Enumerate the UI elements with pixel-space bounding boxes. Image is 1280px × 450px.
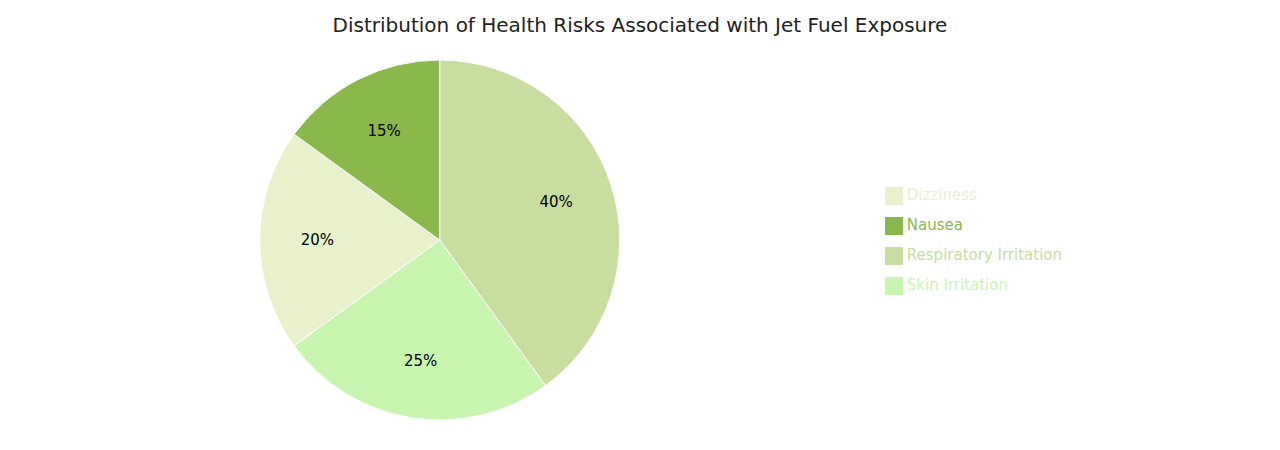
html-text:Respiratory Irritation: Respiratory Irritation [906,246,1062,264]
svg-text:25%: 25% [404,352,437,370]
html-text:Distribution of Health Risks A: Distribution of Health Risks Associated … [332,13,948,37]
html-text:Dizziness: Dizziness [906,186,977,204]
svg-text:40%: 40% [539,193,572,211]
svg-text:15%: 15% [367,122,400,140]
html-text:Skin Irritation: Skin Irritation [906,276,1008,294]
svg-text:20%: 20% [301,231,334,249]
html-text:Nausea: Nausea [906,216,963,234]
